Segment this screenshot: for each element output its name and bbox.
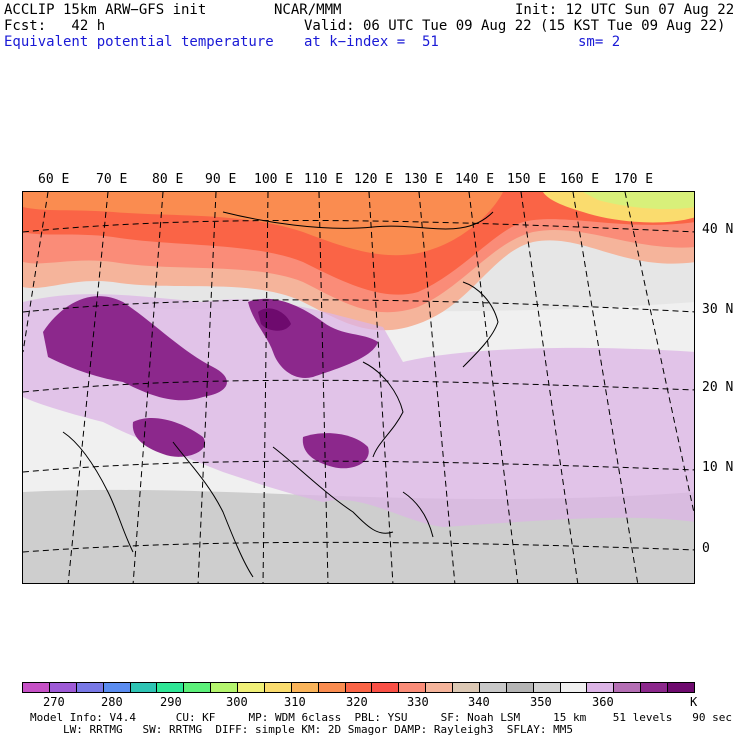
colorbar-tick-label: 310	[284, 695, 306, 709]
institution: NCAR/MMM	[274, 2, 342, 18]
colorbar-tick-label: 330	[407, 695, 429, 709]
colorbar-tick-label: 290	[160, 695, 182, 709]
lat-label: 0	[702, 541, 710, 556]
colorbar-segment	[372, 683, 400, 692]
lat-label: 10 N	[702, 460, 734, 475]
colorbar-segment	[614, 683, 642, 692]
colorbar-segment	[345, 683, 373, 692]
colorbar-tick-label: 340	[468, 695, 490, 709]
field-name: Equivalent potential temperature	[4, 34, 274, 50]
colorbar-tick-label: 280	[101, 695, 123, 709]
lon-label: 160 E	[560, 172, 600, 187]
colorbar-segment	[184, 683, 212, 692]
colorbar-unit: K	[690, 695, 698, 709]
model-title: ACCLIP 15km ARW−GFS init	[4, 2, 207, 18]
colorbar-segment	[291, 683, 319, 692]
lon-label: 90 E	[205, 172, 237, 187]
colorbar-segment	[130, 683, 158, 692]
colorbar-segment	[560, 683, 588, 692]
colorbar-segment	[211, 683, 238, 692]
lat-label: 30 N	[702, 302, 734, 317]
lon-label: 100 E	[254, 172, 294, 187]
lon-label: 170 E	[614, 172, 654, 187]
colorbar-segment	[157, 683, 185, 692]
colorbar-segment	[533, 683, 561, 692]
k-index: at k−index = 51	[304, 34, 439, 50]
colorbar-segment	[399, 683, 427, 692]
lon-label: 150 E	[507, 172, 547, 187]
colorbar-tick-label: 320	[346, 695, 368, 709]
colorbar-segment	[76, 683, 104, 692]
colorbar-segment	[238, 683, 265, 692]
colorbar-segment	[641, 683, 668, 692]
model-info-line1: Model Info: V4.4 CU: KF MP: WDM 6class P…	[30, 711, 732, 724]
lon-label: 70 E	[96, 172, 128, 187]
valid-time: Valid: 06 UTC Tue 09 Aug 22 (15 KST Tue …	[304, 18, 726, 34]
lon-label: 110 E	[304, 172, 344, 187]
smoothing: sm= 2	[578, 34, 621, 50]
lat-label: 20 N	[702, 380, 734, 395]
lon-label: 140 E	[455, 172, 495, 187]
colorbar-segment	[479, 683, 507, 692]
colorbar-tick-label: 350	[530, 695, 552, 709]
map-panel	[22, 191, 695, 584]
colorbar-tick-label: 300	[226, 695, 248, 709]
forecast-hour: Fcst: 42 h	[4, 18, 106, 34]
colorbar	[22, 682, 695, 693]
colorbar-segment	[453, 683, 480, 692]
lon-label: 120 E	[354, 172, 394, 187]
colorbar-segment	[23, 683, 50, 692]
init-time: Init: 12 UTC Sun 07 Aug 22	[515, 2, 735, 18]
colorbar-segment	[506, 683, 534, 692]
lat-label: 40 N	[702, 222, 734, 237]
colorbar-segment	[668, 683, 694, 692]
colorbar-segment	[426, 683, 453, 692]
model-info-line2: LW: RRTMG SW: RRTMG DIFF: simple KM: 2D …	[63, 723, 573, 736]
colorbar-segment	[587, 683, 615, 692]
colorbar-tick-label: 270	[43, 695, 65, 709]
colorbar-segment	[103, 683, 131, 692]
colorbar-segment	[318, 683, 346, 692]
lon-label: 80 E	[152, 172, 184, 187]
colorbar-segment	[49, 683, 77, 692]
theta-e-map	[23, 192, 694, 583]
colorbar-tick-label: 360	[592, 695, 614, 709]
lon-label: 130 E	[404, 172, 444, 187]
lon-label: 60 E	[38, 172, 70, 187]
colorbar-segment	[264, 683, 292, 692]
